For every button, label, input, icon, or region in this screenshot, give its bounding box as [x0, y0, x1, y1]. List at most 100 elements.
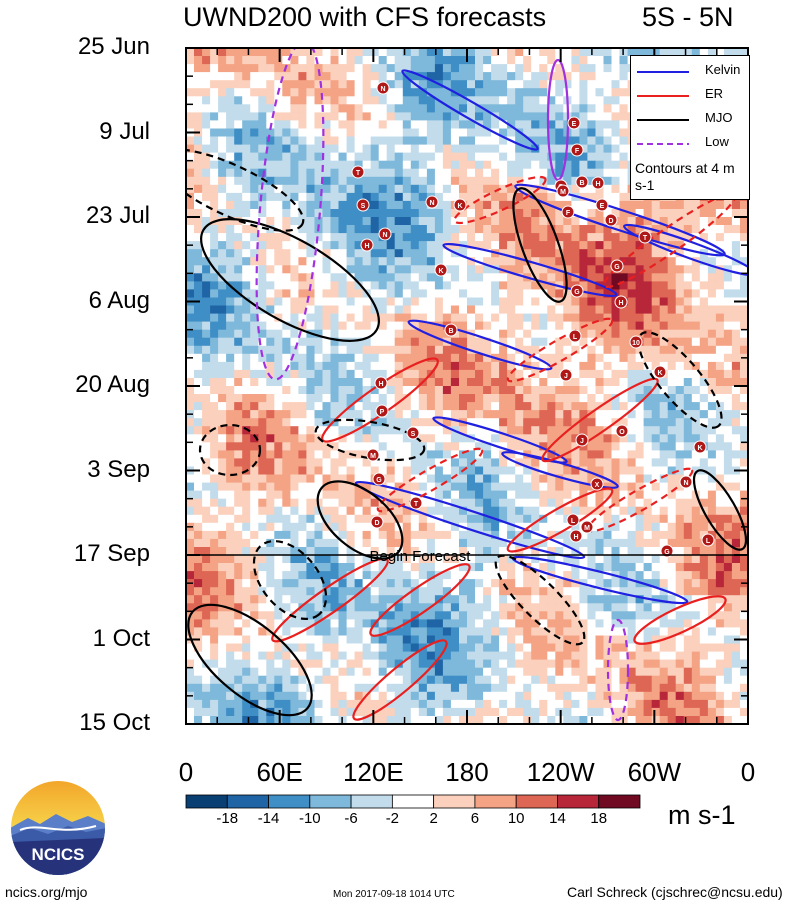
field-cell	[611, 192, 621, 202]
field-cell	[491, 538, 500, 548]
field-cell	[242, 64, 251, 73]
field-cell	[571, 273, 580, 282]
field-cell	[531, 297, 540, 307]
field-cell	[226, 329, 235, 339]
field-cell	[250, 378, 259, 387]
field-cell	[418, 160, 428, 170]
field-cell	[338, 329, 348, 339]
field-cell	[467, 184, 476, 194]
field-cell	[699, 297, 709, 307]
field-cell	[210, 281, 219, 290]
field-cell	[218, 434, 227, 443]
field-cell	[539, 337, 548, 347]
field-cell	[282, 418, 291, 427]
field-cell	[555, 611, 564, 620]
field-cell	[555, 144, 564, 154]
field-cell	[675, 337, 685, 347]
field-cell	[282, 313, 291, 323]
field-cell	[410, 418, 420, 427]
field-cell	[731, 538, 741, 548]
field-cell	[442, 305, 452, 315]
field-cell	[210, 200, 219, 210]
field-cell	[410, 297, 420, 307]
field-cell	[571, 482, 580, 492]
field-cell	[683, 48, 693, 57]
field-cell	[274, 386, 283, 395]
field-cell	[346, 104, 356, 113]
field-cell	[587, 450, 596, 459]
field-cell	[186, 361, 195, 371]
field-cell	[282, 112, 291, 121]
field-cell	[242, 192, 251, 202]
field-cell	[707, 361, 717, 371]
field-cell	[675, 297, 685, 307]
field-cell	[234, 200, 243, 210]
field-cell	[330, 563, 340, 572]
field-cell	[491, 361, 500, 371]
field-cell	[210, 538, 219, 548]
field-cell	[370, 369, 380, 379]
field-cell	[362, 555, 372, 564]
field-cell	[539, 571, 548, 580]
field-cell	[635, 305, 645, 315]
field-cell	[459, 434, 468, 443]
field-cell	[683, 611, 693, 620]
field-cell	[298, 426, 307, 435]
field-cell	[683, 225, 693, 234]
field-cell	[378, 217, 388, 226]
field-cell	[619, 337, 629, 347]
field-cell	[250, 442, 259, 451]
field-cell	[402, 514, 412, 524]
field-cell	[226, 402, 235, 411]
field-cell	[282, 241, 291, 250]
field-cell	[475, 337, 484, 347]
field-cell	[434, 329, 444, 339]
field-cell	[314, 192, 324, 202]
field-cell	[675, 402, 685, 411]
field-cell	[378, 168, 388, 178]
field-cell	[507, 305, 516, 315]
field-cell	[483, 48, 492, 57]
field-cell	[499, 418, 508, 427]
field-cell	[643, 361, 653, 371]
field-cell	[683, 426, 693, 435]
field-cell	[370, 297, 380, 307]
field-cell	[234, 233, 243, 242]
field-cell	[547, 321, 556, 331]
field-cell	[587, 273, 596, 282]
field-cell	[410, 88, 420, 97]
field-cell	[378, 184, 388, 194]
field-cell	[274, 64, 283, 73]
field-cell	[740, 482, 748, 492]
field-cell	[418, 144, 428, 154]
field-cell	[442, 56, 452, 65]
field-cell	[354, 233, 364, 242]
field-cell	[306, 265, 315, 274]
field-cell	[258, 217, 267, 226]
field-cell	[226, 241, 235, 250]
field-cell	[282, 297, 291, 307]
field-cell	[450, 297, 460, 307]
field-cell	[675, 200, 685, 210]
field-cell	[459, 394, 468, 403]
field-cell	[306, 563, 315, 572]
field-cell	[434, 369, 444, 379]
field-cell	[202, 563, 211, 572]
field-cell	[290, 394, 299, 403]
field-cell	[523, 547, 532, 556]
field-cell	[378, 538, 388, 548]
field-cell	[298, 571, 307, 580]
field-cell	[707, 225, 717, 234]
field-cell	[322, 152, 332, 162]
field-cell	[210, 249, 219, 258]
field-cell	[539, 345, 548, 355]
field-cell	[627, 265, 637, 274]
field-cell	[290, 506, 299, 516]
field-cell	[467, 482, 476, 492]
field-cell	[442, 257, 452, 266]
field-cell	[667, 329, 677, 339]
field-cell	[667, 386, 677, 395]
field-cell	[402, 490, 412, 500]
field-cell	[306, 337, 315, 347]
field-cell	[434, 200, 444, 210]
